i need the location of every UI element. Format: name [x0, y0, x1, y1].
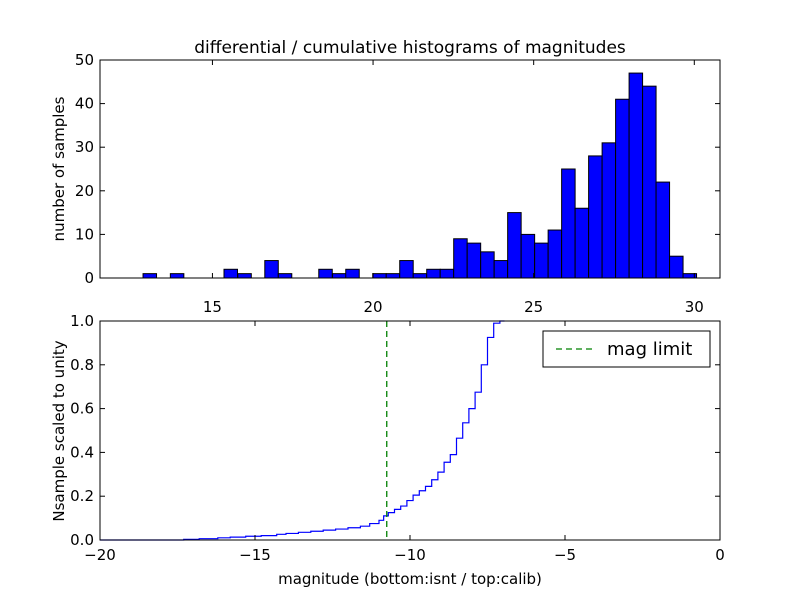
cumulative-y-tick-label-0: 0.0 [70, 531, 94, 549]
chart-title: differential / cumulative histograms of … [194, 38, 626, 58]
histogram-bar-18 [493, 260, 509, 279]
histogram-x-tick-label-3: 30 [685, 298, 704, 316]
histogram-bar-2 [223, 268, 238, 279]
cumulative-x-axis-label: magnitude (bottom:isnt / top:calib) [278, 570, 542, 588]
histogram-panel: 15 20 25 30 0 10 20 30 40 50 number of samples [50, 51, 721, 316]
cumulative-x-tick-label-0: −20 [84, 546, 116, 564]
histogram-bar-8 [345, 268, 360, 279]
histogram-bar-10 [385, 273, 401, 279]
cumulative-y-tick-label-2: 0.4 [70, 443, 94, 461]
histogram-x-tick-label-2: 25 [524, 298, 543, 316]
histogram-y-tick-label-4: 40 [75, 95, 94, 113]
histogram-y-tick-label-0: 0 [84, 269, 94, 287]
legend-label-mag-limit: mag limit [607, 339, 692, 360]
histogram-axes-frame [99, 59, 721, 279]
histogram-x-tick-label-1: 20 [364, 298, 383, 316]
histogram-ticks: 15 20 25 30 0 10 20 30 40 50 [75, 51, 720, 316]
histogram-bar-19 [507, 212, 522, 279]
histogram-bar-6 [318, 268, 333, 279]
histogram-bar-9 [372, 273, 387, 279]
histogram-bar-20 [520, 233, 536, 279]
cumulative-y-tick-label-5: 1.0 [70, 312, 94, 330]
histogram-bar-0 [142, 273, 158, 279]
cumulative-x-tick-label-1: −15 [239, 546, 271, 564]
histogram-bar-7 [332, 273, 347, 279]
histogram-bar-30 [655, 181, 671, 279]
cumulative-panel: −20 −15 −10 −5 0 0.0 0.2 0.4 0.6 0.8 1.0 Nsample s… [50, 312, 725, 588]
histogram-bar-15 [453, 238, 468, 279]
cumulative-x-tick-label-4: 0 [715, 546, 725, 564]
histogram-bar-5 [277, 273, 293, 279]
histogram-y-tick-label-3: 30 [75, 138, 94, 156]
histogram-bar-14 [439, 268, 455, 279]
histogram-y-tick-label-5: 50 [75, 51, 94, 69]
histogram-bar-16 [466, 242, 482, 279]
histogram-bar-29 [642, 85, 657, 279]
histogram-bar-26 [601, 142, 617, 279]
histogram-bar-3 [237, 273, 252, 279]
cumulative-y-tick-label-4: 0.8 [70, 356, 94, 374]
histogram-bar-13 [426, 268, 441, 279]
histogram-bar-17 [480, 251, 495, 279]
histogram-bar-31 [669, 255, 684, 279]
histogram-bar-23 [561, 168, 576, 279]
histogram-bar-4 [264, 260, 279, 279]
histogram-y-tick-label-2: 20 [75, 182, 94, 200]
histogram-bar-21 [534, 242, 549, 279]
cumulative-ticks: −20 −15 −10 −5 0 0.0 0.2 0.4 0.6 0.8 1.0 [70, 312, 725, 564]
histogram-bar-22 [547, 229, 563, 279]
histogram-bar-27 [615, 98, 630, 279]
histogram-bar-11 [399, 260, 414, 279]
cumulative-y-tick-label-3: 0.6 [70, 400, 94, 418]
histogram-y-tick-label-1: 10 [75, 225, 94, 243]
cumulative-y-axis-label: Nsample scaled to unity [50, 340, 68, 521]
histogram-y-axis-label: number of samples [50, 96, 68, 241]
legend: mag limit [542, 330, 711, 368]
histogram-bars [142, 72, 698, 279]
histogram-bar-25 [588, 155, 603, 279]
histogram-bar-24 [574, 207, 590, 279]
cumulative-x-tick-label-3: −5 [554, 546, 576, 564]
histogram-bar-28 [628, 72, 644, 279]
cumulative-step-line [100, 320, 505, 541]
histogram-bar-1 [169, 273, 185, 279]
histogram-bar-12 [412, 273, 428, 279]
cumulative-x-tick-label-2: −10 [394, 546, 426, 564]
cumulative-y-tick-label-1: 0.2 [70, 487, 94, 505]
histogram-x-tick-label-0: 15 [203, 298, 222, 316]
